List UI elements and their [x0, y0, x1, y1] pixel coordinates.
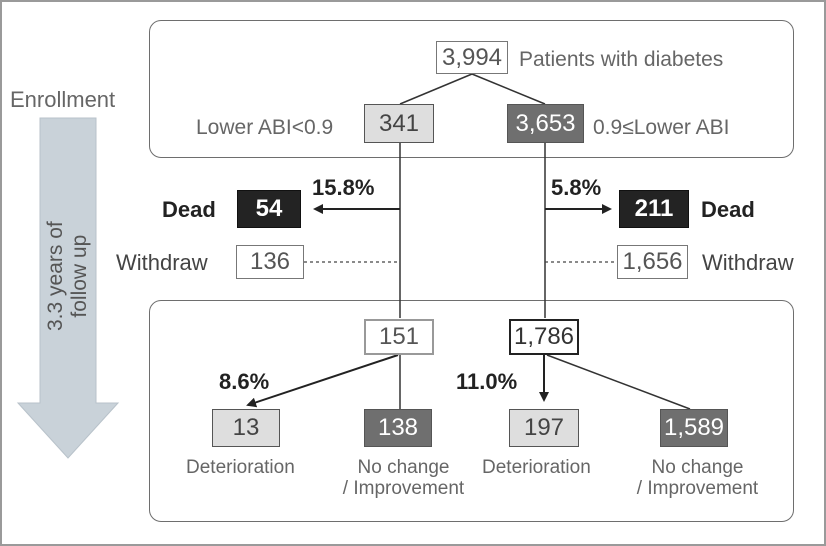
right-dead-percent: 5.8% [551, 175, 602, 200]
right-followed-node: 1,786 [509, 319, 579, 355]
left-no-change-node: 138 [364, 409, 432, 447]
left-dead-label: Dead [162, 197, 216, 222]
right-deterioration-value: 197 [523, 414, 565, 441]
follow-up-label-line1: 3.3 years of [43, 221, 67, 332]
left-enrolled-node: 341 [364, 104, 434, 143]
follow-up-arrow-shape [16, 117, 120, 459]
left-dead-value: 54 [255, 195, 283, 222]
left-enrolled-value: 341 [378, 109, 420, 137]
left-no-change-label: No change / Improvement [336, 457, 471, 500]
right-deterioration-percent: 11.0% [456, 369, 518, 394]
left-no-change-value: 138 [377, 414, 419, 441]
enrollment-label: Enrollment [10, 87, 116, 112]
right-no-change-node: 1,589 [660, 409, 728, 447]
left-withdraw-label: Withdraw [116, 250, 208, 275]
left-dead-percent: 15.8% [312, 175, 375, 200]
right-no-change-value: 1,589 [663, 414, 725, 441]
left-deterioration-node: 13 [212, 409, 280, 447]
right-withdraw-value: 1,656 [622, 248, 683, 275]
arrow-deterioration-left [246, 354, 399, 408]
right-enrolled-value: 3,653 [515, 109, 576, 137]
right-dead-label: Dead [701, 197, 755, 222]
right-dead-node: 211 [619, 190, 689, 228]
root-label: Patients with diabetes [519, 48, 724, 71]
left-deterioration-value: 13 [232, 414, 260, 441]
right-dead-value: 211 [634, 195, 674, 222]
left-deterioration-label: Deterioration [186, 457, 295, 478]
left-followed-value: 151 [378, 323, 420, 350]
right-followed-value: 1,786 [513, 323, 575, 350]
right-no-change-label: No change / Improvement [630, 457, 765, 500]
root-value: 3,994 [441, 43, 503, 71]
right-deterioration-node: 197 [509, 409, 579, 447]
right-enrolled-node: 3,653 [507, 104, 584, 143]
root-node: 3,994 [436, 41, 508, 74]
connector-root-left [399, 73, 473, 105]
left-withdraw-node: 136 [236, 245, 304, 279]
connector-no-change-right [546, 354, 691, 410]
left-no-change-label-line2: / Improvement [342, 477, 465, 499]
left-deterioration-percent: 8.6% [219, 369, 270, 394]
follow-up-label-line2: follow up [68, 234, 91, 318]
right-withdraw-label: Withdraw [702, 250, 794, 275]
left-group-label: Lower ABI<0.9 [196, 116, 334, 139]
right-no-change-label-line1: No change [651, 457, 744, 478]
left-withdraw-value: 136 [249, 248, 291, 275]
right-no-change-label-line2: / Improvement [636, 477, 759, 499]
left-no-change-label-line1: No change [357, 457, 450, 478]
right-group-label: 0.9≤Lower ABI [593, 116, 730, 139]
follow-up-label: 3.3 years of follow up [44, 196, 92, 356]
right-withdraw-node: 1,656 [617, 245, 688, 279]
left-followed-node: 151 [364, 319, 434, 355]
connector-root-right [471, 73, 546, 105]
left-dead-node: 54 [237, 190, 301, 228]
right-deterioration-label: Deterioration [482, 457, 591, 478]
